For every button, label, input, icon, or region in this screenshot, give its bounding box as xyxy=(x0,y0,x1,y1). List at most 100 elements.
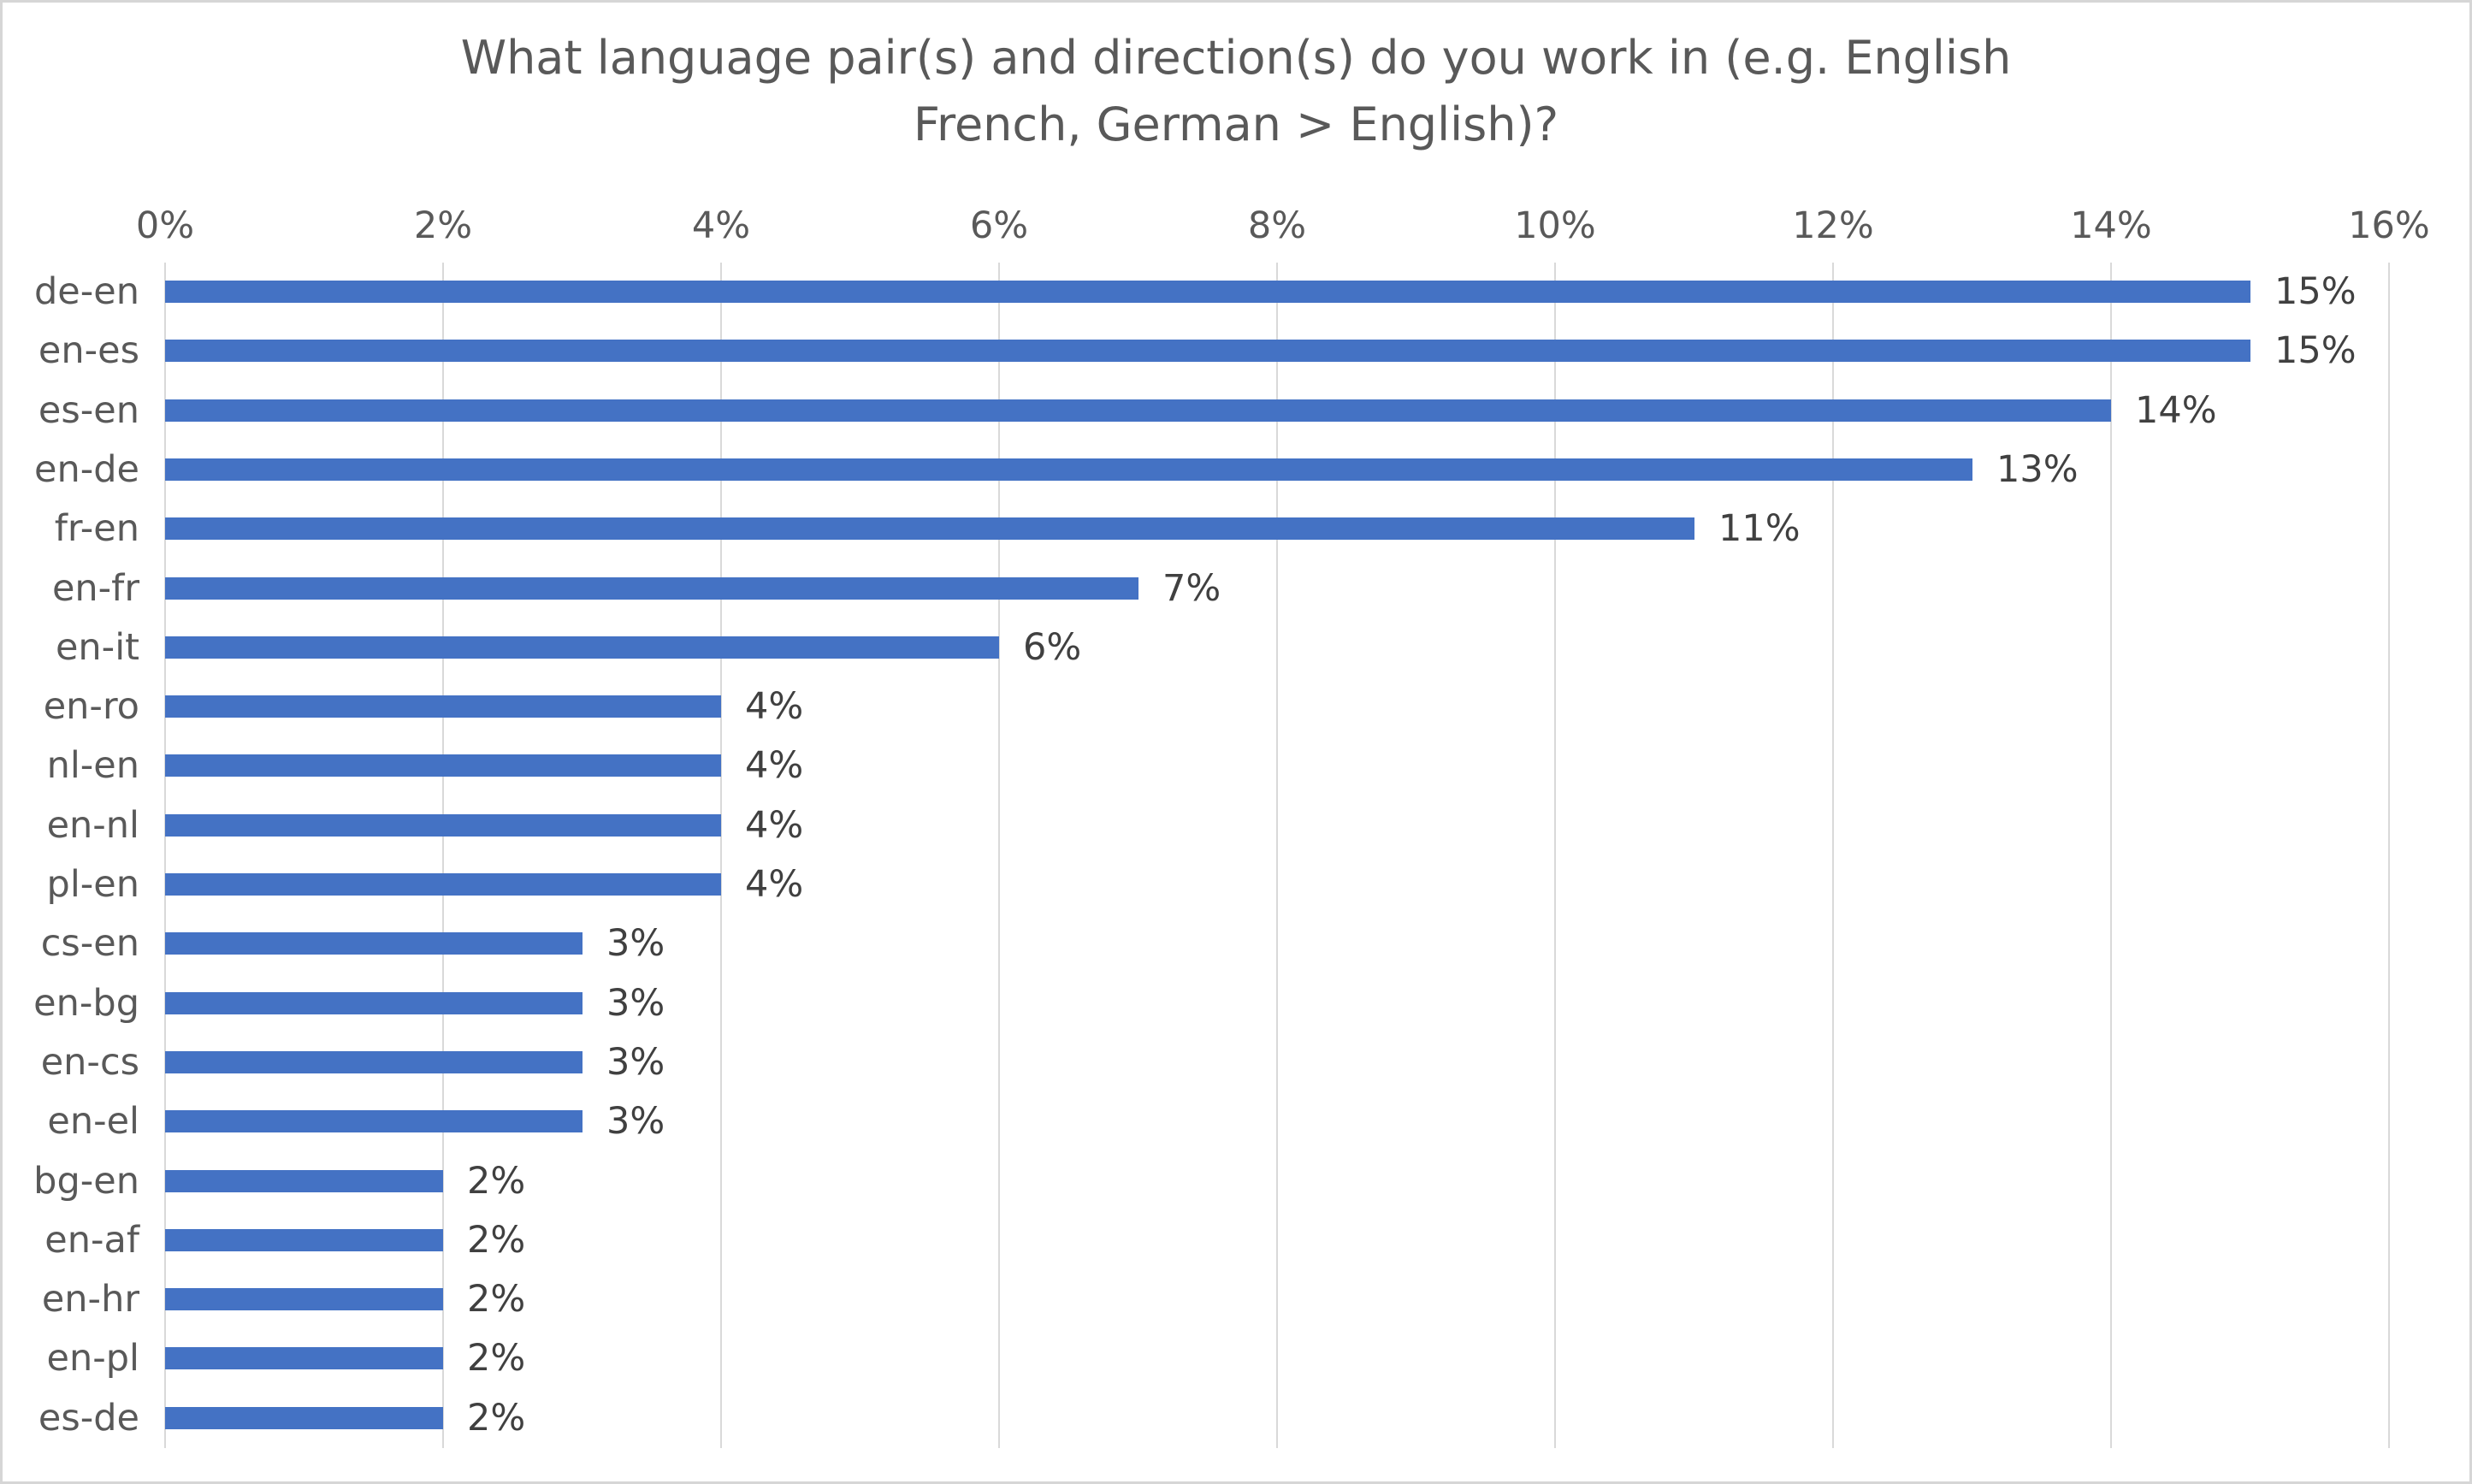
bar xyxy=(165,1347,443,1369)
chart-title: What language pair(s) and direction(s) d… xyxy=(3,25,2469,158)
chart-row: en-ro 4% xyxy=(3,677,2469,736)
bar xyxy=(165,1051,583,1073)
bar xyxy=(165,458,1972,481)
bar xyxy=(165,636,999,659)
gridline xyxy=(720,263,722,1448)
value-label: 4% xyxy=(745,863,804,906)
value-label: 2% xyxy=(467,1337,526,1380)
bar xyxy=(165,814,721,837)
gridline xyxy=(2110,263,2112,1448)
bar xyxy=(165,754,721,777)
chart-row: nl-en 4% xyxy=(3,736,2469,795)
category-label: en-hr xyxy=(41,1278,139,1321)
category-label: cs-en xyxy=(40,922,139,965)
x-tick-label: 12% xyxy=(1792,204,1874,247)
category-label: en-bg xyxy=(33,982,139,1025)
chart-row: en-el 3% xyxy=(3,1092,2469,1151)
category-label: en-it xyxy=(55,626,139,669)
category-label: fr-en xyxy=(54,507,139,550)
value-label: 3% xyxy=(606,982,665,1025)
gridline xyxy=(1832,263,1834,1448)
bar xyxy=(165,873,721,896)
chart-title-line2: French, German > English)? xyxy=(913,98,1559,151)
gridline xyxy=(1554,263,1556,1448)
category-label: en-pl xyxy=(46,1337,139,1380)
bar xyxy=(165,932,583,955)
bar xyxy=(165,1110,583,1132)
category-label: en-el xyxy=(47,1100,139,1143)
chart-row: cs-en 3% xyxy=(3,914,2469,973)
bar xyxy=(165,1407,443,1429)
value-label: 3% xyxy=(606,1041,665,1084)
chart-row: fr-en 11% xyxy=(3,500,2469,559)
chart-row: en-pl 2% xyxy=(3,1329,2469,1388)
x-tick-label: 6% xyxy=(969,204,1029,247)
chart-row: de-en 15% xyxy=(3,263,2469,322)
bar xyxy=(165,340,2250,362)
chart-row: en-hr 2% xyxy=(3,1270,2469,1329)
chart-row: en-af 2% xyxy=(3,1211,2469,1270)
chart-row: bg-en 2% xyxy=(3,1152,2469,1211)
x-tick-label: 10% xyxy=(1514,204,1596,247)
chart-row: pl-en 4% xyxy=(3,855,2469,914)
value-label: 2% xyxy=(467,1219,526,1262)
chart-row: en-fr 7% xyxy=(3,559,2469,618)
chart-title-line1: What language pair(s) and direction(s) d… xyxy=(460,31,2012,85)
bar xyxy=(165,517,1694,540)
category-label: en-de xyxy=(34,448,139,491)
bar xyxy=(165,992,583,1014)
gridline xyxy=(442,263,444,1448)
chart-row: en-it 6% xyxy=(3,618,2469,677)
bar xyxy=(165,1170,443,1192)
x-tick-label: 0% xyxy=(135,204,195,247)
value-label: 2% xyxy=(467,1160,526,1203)
category-label: en-af xyxy=(44,1219,139,1262)
value-label: 14% xyxy=(2135,389,2217,432)
value-label: 3% xyxy=(606,922,665,965)
value-label: 2% xyxy=(467,1278,526,1321)
category-label: nl-en xyxy=(46,744,139,787)
category-label: es-en xyxy=(38,389,139,432)
chart-row: es-en 14% xyxy=(3,381,2469,440)
value-label: 4% xyxy=(745,804,804,847)
category-label: de-en xyxy=(34,270,139,313)
category-label: pl-en xyxy=(46,863,139,906)
bar xyxy=(165,577,1138,600)
value-label: 3% xyxy=(606,1100,665,1143)
value-label: 15% xyxy=(2274,270,2357,313)
value-label: 15% xyxy=(2274,329,2357,372)
value-label: 11% xyxy=(1718,507,1801,550)
x-tick-label: 8% xyxy=(1247,204,1307,247)
x-tick-label: 14% xyxy=(2070,204,2152,247)
x-tick-label: 4% xyxy=(691,204,751,247)
value-label: 4% xyxy=(745,685,804,728)
category-label: en-cs xyxy=(40,1041,139,1084)
value-label: 2% xyxy=(467,1397,526,1440)
value-label: 4% xyxy=(745,744,804,787)
value-label: 13% xyxy=(1996,448,2079,491)
gridline xyxy=(1276,263,1278,1448)
gridline xyxy=(164,263,166,1448)
bar xyxy=(165,1288,443,1310)
category-label: en-fr xyxy=(51,567,139,610)
x-tick-label: 16% xyxy=(2348,204,2430,247)
bar xyxy=(165,399,2111,422)
value-label: 6% xyxy=(1023,626,1082,669)
chart-row: en-de 13% xyxy=(3,440,2469,500)
bar xyxy=(165,281,2250,303)
chart-row: en-nl 4% xyxy=(3,796,2469,855)
chart-row: es-de 2% xyxy=(3,1389,2469,1448)
value-label: 7% xyxy=(1162,567,1221,610)
gridline xyxy=(998,263,1000,1448)
category-label: en-es xyxy=(38,329,139,372)
x-tick-label: 2% xyxy=(413,204,473,247)
chart-row: en-cs 3% xyxy=(3,1033,2469,1092)
bar xyxy=(165,695,721,718)
category-label: bg-en xyxy=(33,1160,139,1203)
category-label: es-de xyxy=(38,1397,139,1440)
category-label: en-nl xyxy=(46,804,139,847)
category-label: en-ro xyxy=(43,685,139,728)
chart-row: en-es 15% xyxy=(3,322,2469,381)
chart-row: en-bg 3% xyxy=(3,974,2469,1033)
